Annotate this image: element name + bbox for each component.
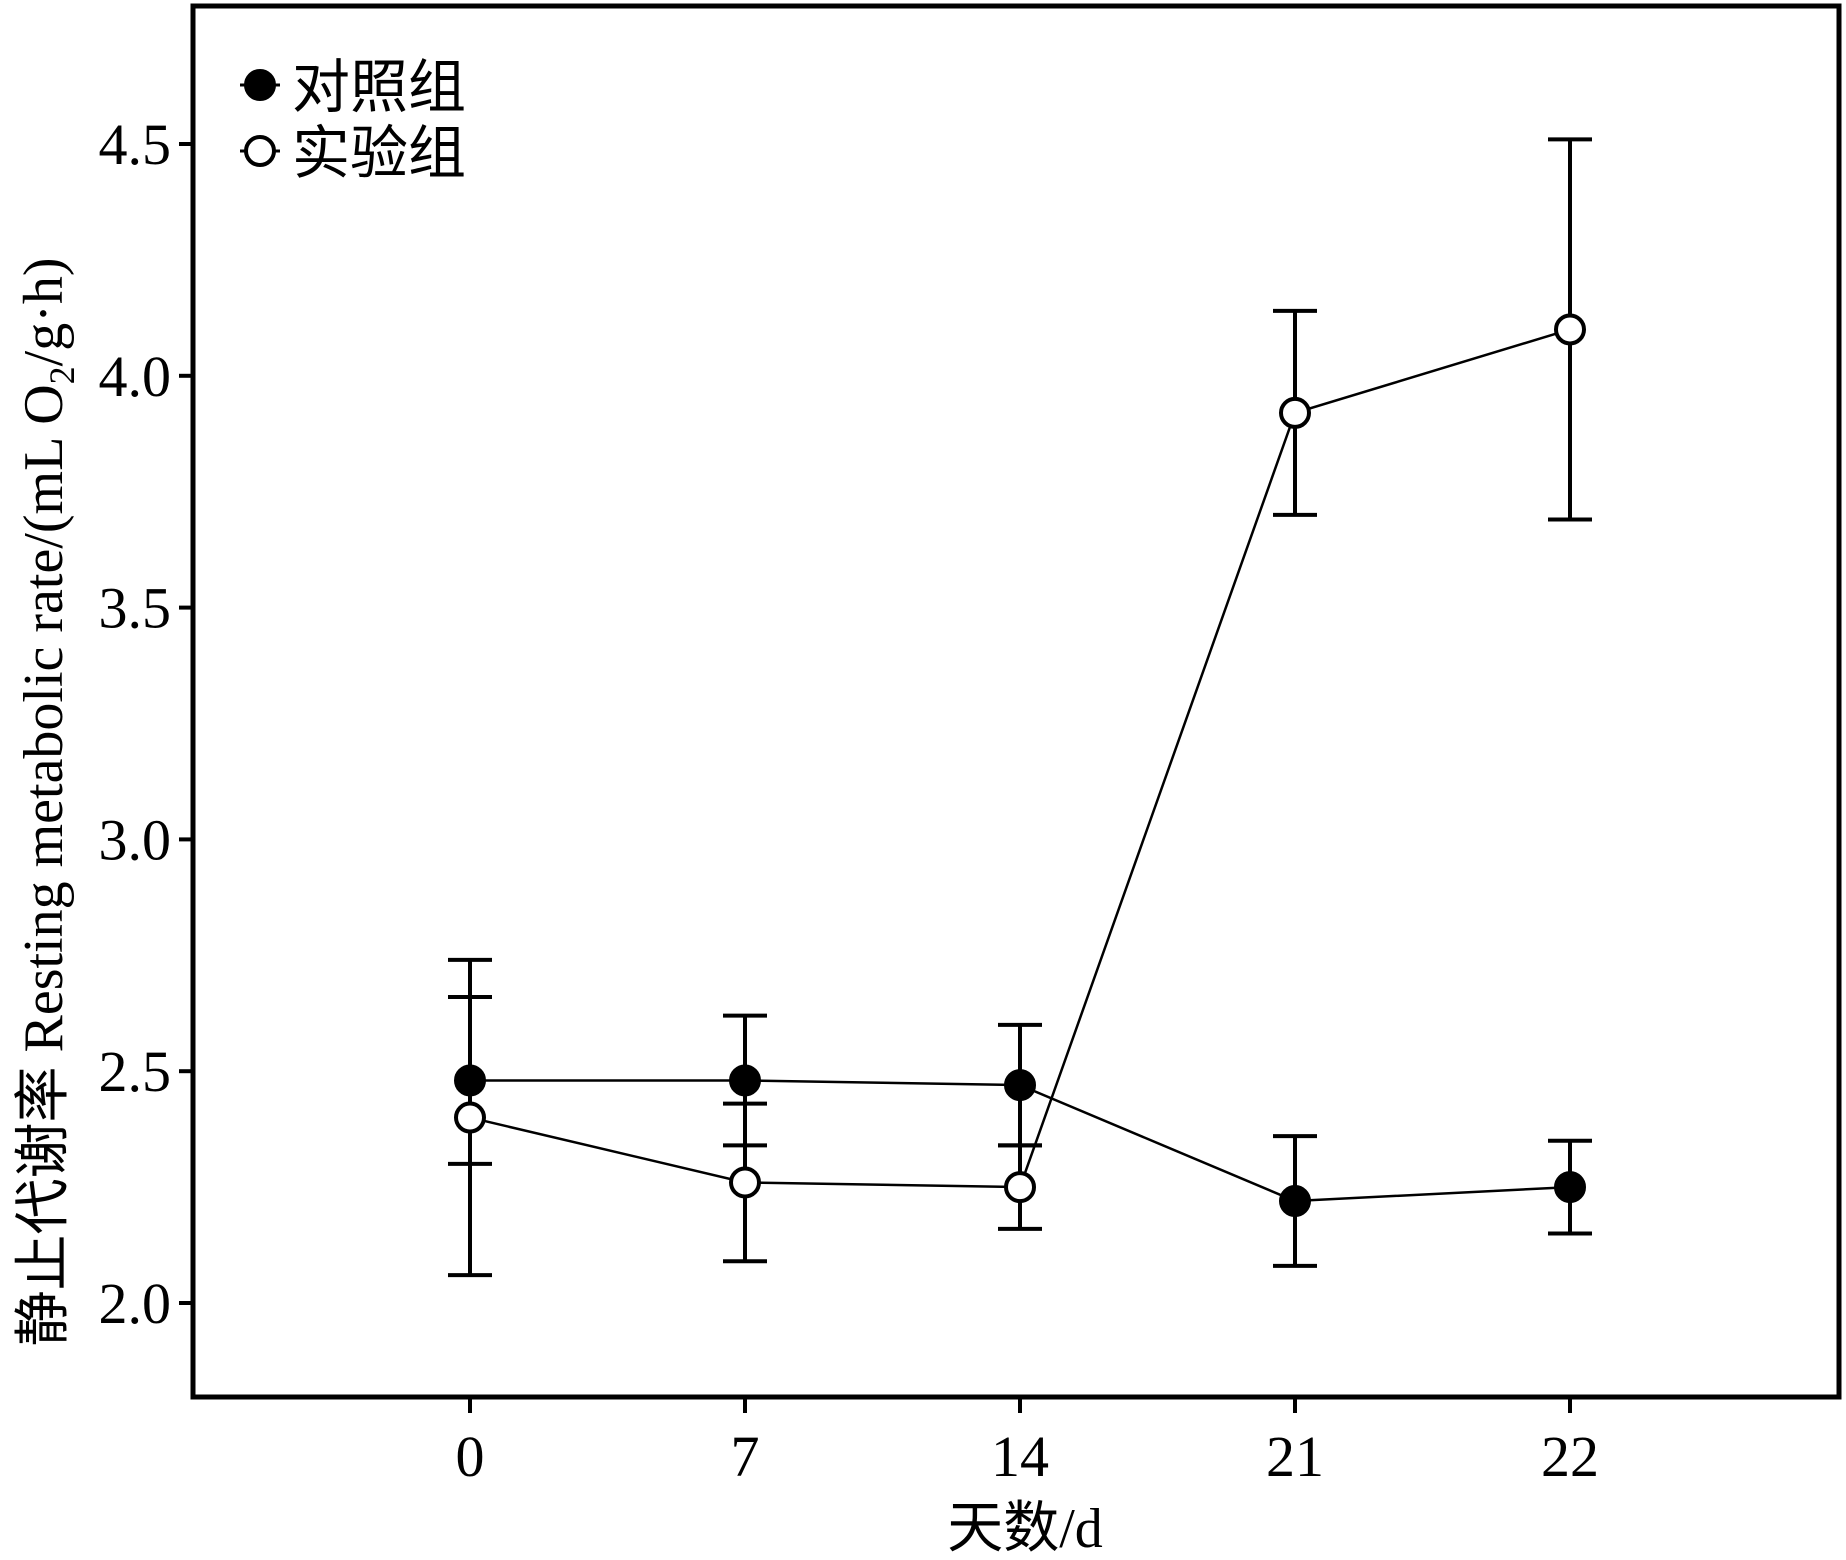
- y-axis-label-subscript: 2: [42, 366, 82, 384]
- legend-label: 对照组: [292, 55, 466, 120]
- y-axis-label-tail: /g·h): [13, 257, 75, 366]
- series-2-markers: [454, 313, 1586, 1204]
- y-tick-label: 4.0: [99, 344, 172, 409]
- x-tick-label: 21: [1266, 1424, 1324, 1489]
- x-tick-label: 14: [991, 1424, 1049, 1489]
- data-point: [1279, 1185, 1311, 1218]
- legend-marker: [244, 69, 276, 101]
- data-point: [1554, 313, 1586, 346]
- data-point: [1004, 1171, 1036, 1204]
- y-tick-label: 4.5: [99, 112, 172, 177]
- x-tick-label: 0: [456, 1424, 485, 1489]
- y-tick-label: 3.0: [99, 807, 172, 872]
- y-axis-label: 静止代谢率 Resting metabolic rate/(mL O2/g·h): [13, 257, 82, 1346]
- data-point: [1004, 1069, 1036, 1102]
- data-point: [1279, 396, 1311, 429]
- plot-frame: [190, 3, 1842, 1400]
- data-point: [454, 1101, 486, 1134]
- x-tick-label: 7: [731, 1424, 760, 1489]
- series-layer: [448, 137, 1592, 1278]
- data-point: [729, 1166, 761, 1199]
- x-axis: 0 7 14 21 22: [456, 1397, 1599, 1489]
- data-point: [1554, 1171, 1586, 1204]
- x-axis-label: 天数/d: [947, 1498, 1103, 1560]
- legend-label: 实验组: [292, 121, 466, 186]
- data-point: [454, 1064, 486, 1097]
- legend-marker: [244, 135, 276, 167]
- x-tick-label: 22: [1541, 1424, 1599, 1489]
- y-axis: 2.0 2.5 3.0 3.5 4.0 4.5: [99, 112, 193, 1336]
- y-tick-label: 3.5: [99, 576, 172, 641]
- y-axis-label-main: 静止代谢率 Resting metabolic rate/(mL O: [13, 384, 75, 1346]
- data-point: [729, 1064, 761, 1097]
- y-tick-label: 2.0: [99, 1271, 172, 1336]
- y-tick-label: 2.5: [99, 1039, 172, 1104]
- series-1-markers: [454, 1064, 1586, 1218]
